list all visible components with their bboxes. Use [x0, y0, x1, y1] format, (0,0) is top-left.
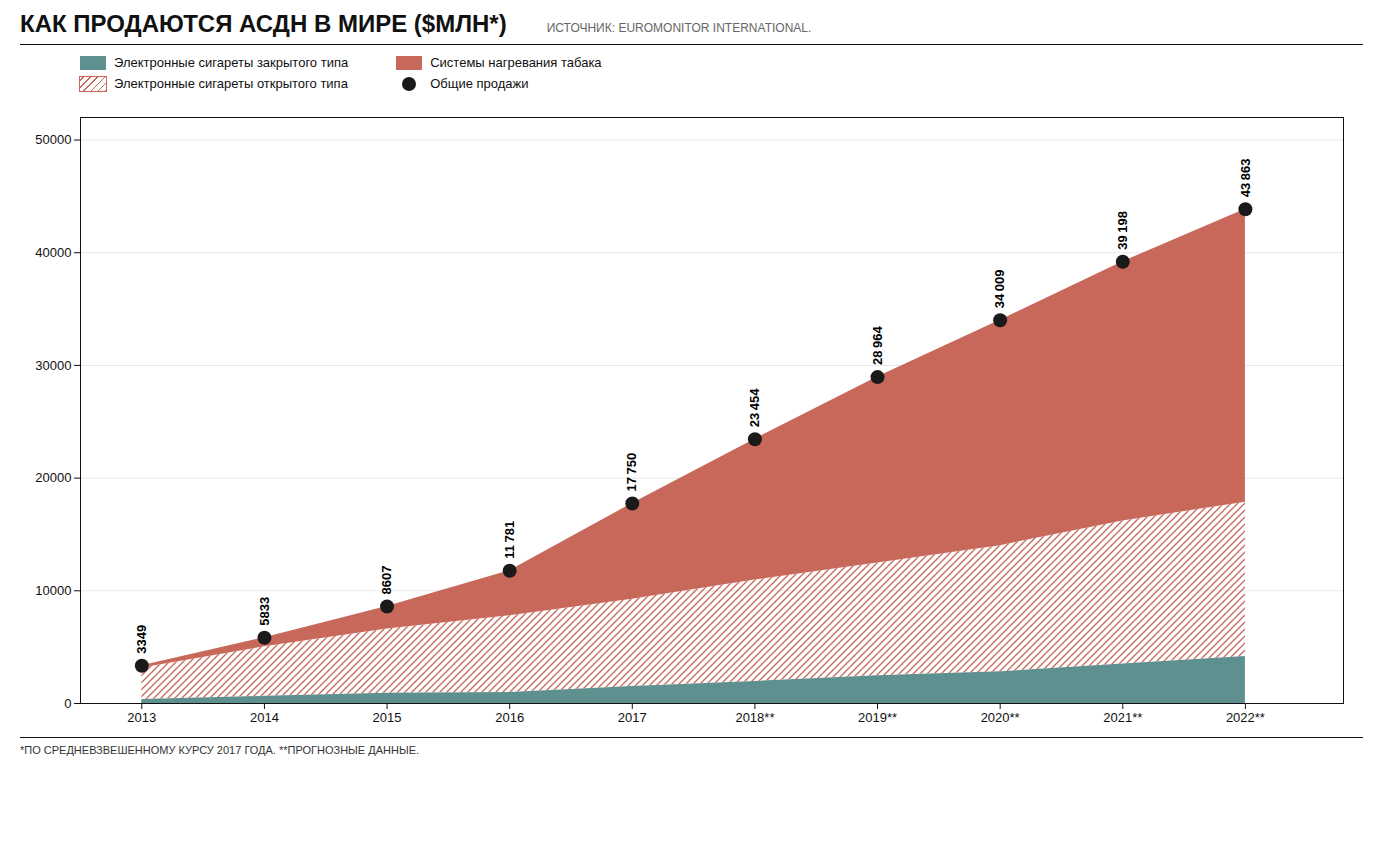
svg-text:39 198: 39 198 [1115, 211, 1130, 250]
svg-text:2021**: 2021** [1103, 710, 1142, 725]
svg-text:2014: 2014 [250, 710, 279, 725]
svg-text:20000: 20000 [35, 470, 71, 485]
svg-text:2020**: 2020** [981, 710, 1020, 725]
svg-text:30000: 30000 [35, 358, 71, 373]
svg-text:17 750: 17 750 [624, 453, 639, 492]
svg-text:40000: 40000 [35, 245, 71, 260]
svg-text:2022**: 2022** [1226, 710, 1265, 725]
html-text:ИСТОЧНИК: EUROMONITOR INTERNAT: ИСТОЧНИК: EUROMONITOR INTERNATIONAL. [546, 21, 812, 35]
svg-text:2018**: 2018** [735, 710, 774, 725]
html-text:*ПО СРЕДНЕВЗВЕШЕННОМУ КУРСУ 20: *ПО СРЕДНЕВЗВЕШЕННОМУ КУРСУ 2017 ГОДА. *… [20, 744, 419, 756]
svg-text:2013: 2013 [127, 710, 156, 725]
html-text:Электронные сигареты закрытого: Электронные сигареты закрытого типа [114, 55, 349, 70]
svg-text:2016: 2016 [495, 710, 524, 725]
html-text:КАК ПРОДАЮТСЯ АСДН В МИРЕ ($МЛ: КАК ПРОДАЮТСЯ АСДН В МИРЕ ($МЛН*) [20, 10, 507, 37]
svg-text:50000: 50000 [35, 132, 71, 147]
svg-text:8607: 8607 [379, 566, 394, 595]
html-text:Системы нагревания табака: Системы нагревания табака [430, 55, 602, 70]
svg-text:23 454: 23 454 [747, 388, 762, 428]
svg-text:10000: 10000 [35, 583, 71, 598]
svg-text:5833: 5833 [257, 597, 272, 626]
svg-text:2015: 2015 [373, 710, 402, 725]
svg-text:28 964: 28 964 [870, 326, 885, 366]
svg-text:0: 0 [64, 696, 71, 711]
svg-text:43 863: 43 863 [1238, 158, 1253, 197]
html-text:Электронные сигареты открытого: Электронные сигареты открытого типа [114, 76, 348, 91]
svg-text:34 009: 34 009 [992, 269, 1007, 308]
svg-text:2019**: 2019** [858, 710, 897, 725]
svg-text:3349: 3349 [134, 625, 149, 654]
svg-text:2017: 2017 [618, 710, 647, 725]
svg-text:11 781: 11 781 [502, 521, 517, 559]
html-text:Общие продажи: Общие продажи [430, 76, 529, 91]
